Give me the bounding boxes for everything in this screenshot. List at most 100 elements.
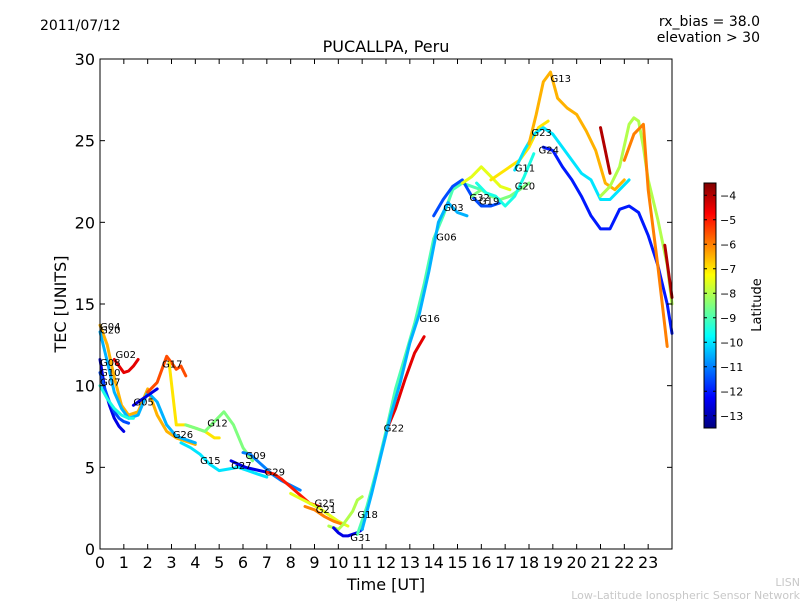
series-line-g06 [360,201,469,531]
y-tick-label: 10 [75,377,95,396]
colorbar-tick-label: −5 [720,214,736,227]
x-tick-label: 16 [471,553,491,572]
satellite-label: G09 [245,451,265,462]
series-line-g25 [289,492,350,528]
colorbar-tick-label: −10 [720,336,743,349]
series-line-g20b [475,152,536,208]
series-line-g22 [384,335,426,433]
y-tick-label: 5 [85,458,95,477]
satellite-label: G05 [133,397,153,408]
satellite-label: G21 [316,505,336,516]
satellite-label: G12 [207,419,227,430]
colorbar-tick-label: −8 [720,287,736,300]
series-line-g15 [179,441,269,479]
x-tick-label: 12 [376,553,396,572]
series-line-g07 [98,384,135,420]
series-line-g21 [303,505,345,526]
x-tick-label: 20 [566,553,586,572]
series-line-g12 [184,410,254,463]
axis-ticks: 0 1 2 3 4 5 6 7 8 9 10 11 12 13 14 15 16 17 18 19 20 21 22 2305… [75,50,672,572]
satellite-label: G31 [350,533,370,544]
x-tick-label: 0 [95,553,105,572]
satellite-label: G16 [419,314,439,325]
x-tick-label: 8 [286,553,296,572]
x-tick-label: 5 [214,553,224,572]
footer-logo-text: LISN [775,576,800,589]
y-tick-label: 20 [75,213,95,232]
series-line-g03 [432,178,502,218]
x-tick-label: 10 [328,553,348,572]
series-line-g14 [599,116,674,306]
satellite-label: G32 [469,193,489,204]
series-line-g27 [229,459,269,474]
satellite-label: G03 [443,203,463,214]
x-tick-label: 22 [614,553,634,572]
satellite-label: G10 [100,368,120,379]
date-label: 2011/07/12 [40,18,121,34]
series-line-g02 [112,358,140,375]
colorbar-tick-label: −13 [720,410,743,423]
series-line-g30 [599,126,612,175]
chart-title: PUCALLPA, Peru [322,37,450,56]
colorbar-tick-label: −9 [720,312,736,325]
rx-bias-label: rx_bias = 38.0 [658,14,760,30]
satellite-label: G22 [384,423,404,434]
satellite-label: G24 [539,146,559,157]
x-tick-label: 1 [119,553,129,572]
satellite-label: G04 [100,322,120,333]
satellite-label: G13 [551,74,571,85]
series-line-g13 [527,70,626,192]
colorbar-tick-label: −7 [720,263,736,276]
colorbar-ticks: −4 −5 −6 −7 −8 −9 −10 −11 −12 −13 [704,189,743,423]
colorbar-tick-label: −6 [720,238,736,251]
satellite-label: G11 [515,164,535,175]
x-tick-label: 2 [143,553,153,572]
footer-network-name: Low-Latitude Ionospheric Sensor Network [571,589,800,602]
satellite-label: G08 [100,358,120,369]
x-tick-label: 23 [638,553,658,572]
x-tick-label: 18 [519,553,539,572]
elevation-label: elevation > 30 [656,30,760,46]
colorbar-tick-label: −11 [720,361,743,374]
footer: LISN Low-Latitude Ionospheric Sensor Net… [571,576,800,602]
satellite-label: G25 [315,499,335,510]
satellite-label: G29 [265,468,285,479]
series-line-g01 [663,243,674,299]
series-line-g24 [541,145,674,335]
satellite-label: G15 [200,456,220,467]
series-line-g05 [131,387,159,407]
satellite-label: G07 [100,378,120,389]
x-tick-label: 17 [495,553,515,572]
satellite-label: G27 [231,461,251,472]
y-tick-label: 0 [85,540,95,559]
satellite-label: G18 [357,510,377,521]
colorbar-tick-label: −4 [720,189,736,202]
x-tick-label: 14 [423,553,443,572]
x-tick-label: 7 [262,553,272,572]
satellite-label: G06 [436,232,456,243]
satellite-label: G26 [173,430,193,441]
satellite-label: G20 [100,325,120,336]
series-line-g17 [146,354,188,394]
series-line-g23 [513,126,631,201]
series-line-g32 [460,165,512,192]
series-line-g28 [622,122,669,348]
series-line-g10 [98,371,131,425]
colorbar-label: Latitude [750,278,765,332]
x-tick-label: 13 [400,553,420,572]
satellite-label: G20 [515,182,535,193]
x-tick-label: 3 [166,553,176,572]
x-tick-label: 4 [190,553,200,572]
y-tick-label: 25 [75,132,95,151]
satellite-label: G23 [531,128,551,139]
series-line-g20 [98,330,197,445]
satellite-label: G17 [162,360,182,371]
satellite-label: G19 [479,196,499,207]
y-axis-label: TEC [UNITS] [51,256,70,354]
x-tick-label: 19 [543,553,563,572]
satellite-label: G02 [116,350,136,361]
x-tick-label: 11 [352,553,372,572]
y-tick-label: 30 [75,50,95,69]
